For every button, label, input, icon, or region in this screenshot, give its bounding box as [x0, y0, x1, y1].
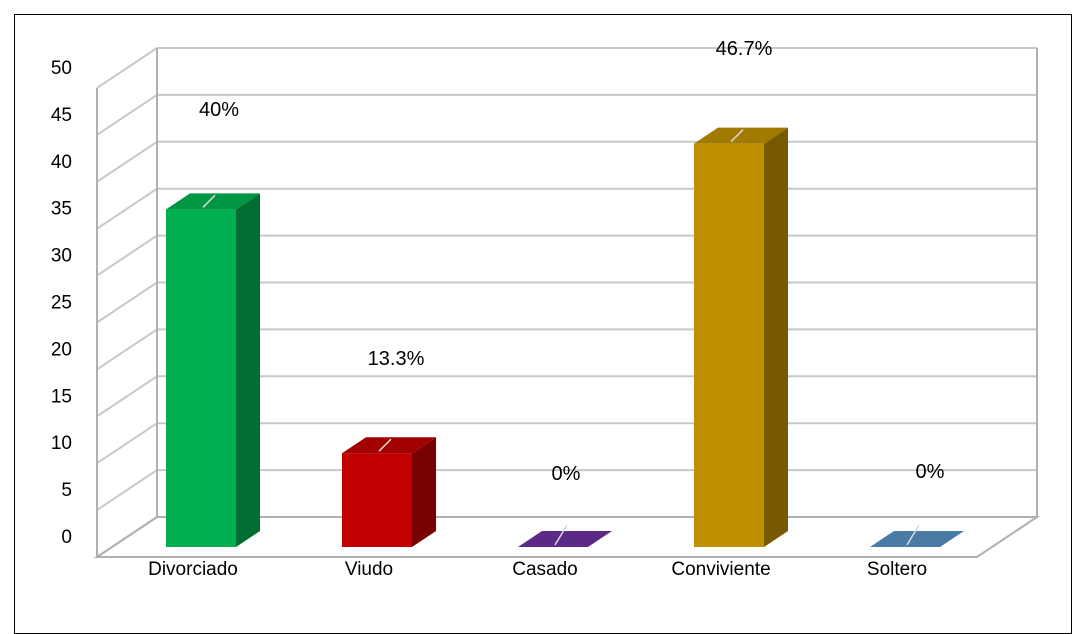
- x-axis-categories: Divorciado Viudo Casado Conviviente Soltero: [148, 559, 927, 580]
- bar-viudo: [342, 437, 436, 547]
- y-tick-label: 35: [51, 199, 72, 220]
- bar-top: [518, 531, 612, 547]
- y-tick-label: 45: [51, 105, 72, 126]
- side-gridline: [96, 140, 158, 183]
- bar-leader: [730, 129, 744, 143]
- category-label: Viudo: [345, 559, 393, 580]
- bar-top: [694, 127, 788, 144]
- bar-front: [694, 143, 764, 547]
- data-labels: 40% 13.3% 0% 46.7% 0%: [199, 38, 945, 485]
- y-tick-label: 30: [51, 246, 72, 267]
- y-tick-label: 15: [51, 386, 72, 407]
- side-gridline: [96, 234, 158, 277]
- bar-leader: [202, 194, 216, 208]
- chart-walls: [93, 47, 1041, 558]
- category-label: Casado: [512, 559, 578, 580]
- y-tick-label: 40: [51, 152, 72, 173]
- side-gridline: [96, 94, 158, 136]
- bar-leader: [378, 438, 392, 452]
- bar-leader: [906, 524, 920, 546]
- data-label: 13.3%: [368, 348, 425, 370]
- bar-side: [412, 437, 436, 547]
- side-gridline: [96, 47, 158, 89]
- bar-divorciado: [166, 193, 260, 547]
- bar-leader: [554, 524, 568, 546]
- y-tick-label: 20: [51, 339, 72, 360]
- bars: [166, 127, 964, 547]
- category-label: Conviviente: [671, 559, 770, 580]
- bar-conviviente: [694, 127, 788, 547]
- y-tick-label: 5: [61, 480, 72, 501]
- side-gridline: [96, 469, 158, 511]
- data-label: 0%: [916, 461, 945, 483]
- y-tick-label: 25: [51, 293, 72, 314]
- data-label: 46.7%: [716, 38, 773, 60]
- side-gridline: [96, 187, 158, 230]
- bar-top: [870, 531, 964, 547]
- bar-front: [342, 453, 412, 547]
- side-gridline: [96, 281, 158, 324]
- bar-chart: 0 5 10 15 20 25 30 35 40 45 50 Divorciado Viudo Casa…: [51, 38, 1041, 580]
- bar-casado: [518, 524, 612, 547]
- y-tick-label: 50: [51, 58, 72, 79]
- bar-side: [764, 127, 788, 547]
- bar-top: [166, 193, 260, 210]
- y-tick-label: 0: [61, 527, 72, 548]
- data-label: 0%: [552, 463, 581, 485]
- bar-soltero: [870, 524, 964, 547]
- y-tick-label: 10: [51, 433, 72, 454]
- category-label: Soltero: [867, 559, 927, 580]
- y-axis-ticks: 0 5 10 15 20 25 30 35 40 45 50: [51, 58, 72, 548]
- side-gridline: [96, 375, 158, 418]
- side-gridline: [96, 328, 158, 371]
- data-label: 40%: [199, 99, 239, 121]
- bar-front: [166, 209, 236, 547]
- category-label: Divorciado: [148, 559, 238, 580]
- bar-side: [236, 193, 260, 547]
- bar-top: [342, 437, 436, 454]
- side-gridline: [96, 422, 158, 465]
